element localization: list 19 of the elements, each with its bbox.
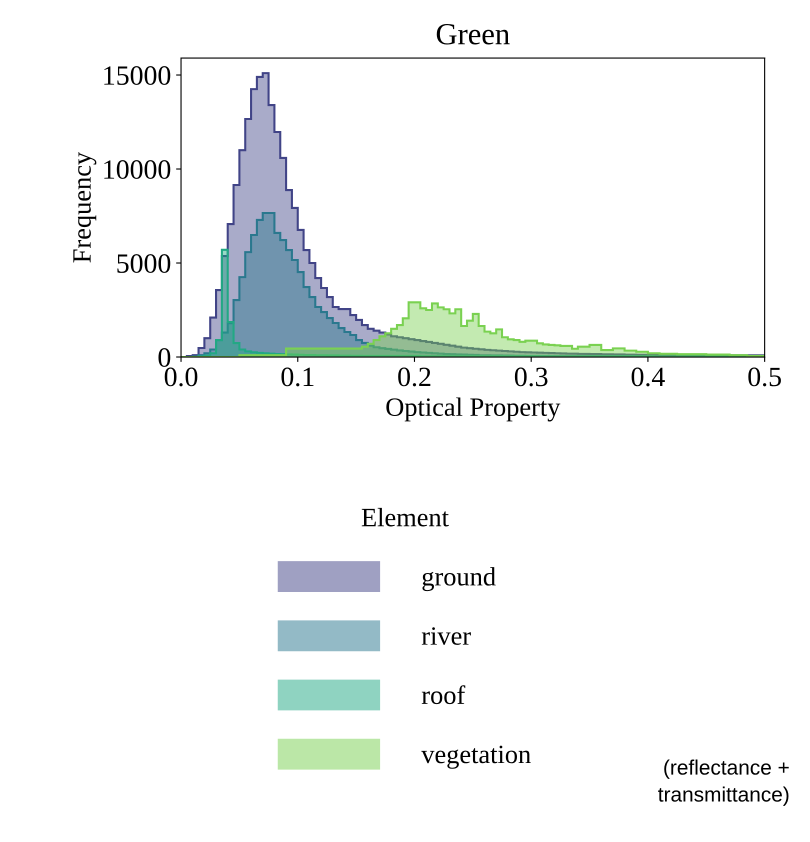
x-tick-label: 0.3 (514, 368, 548, 386)
legend-title: Element (362, 508, 449, 526)
legend-label: ground (422, 567, 496, 592)
legend-label: roof (422, 685, 466, 704)
chart-title: Green (436, 24, 510, 45)
y-tick-label: 5000 (117, 254, 170, 273)
y-tick-label: 0 (158, 348, 170, 367)
legend-label: river (422, 627, 471, 645)
legend-label: vegetation (421, 746, 531, 769)
x-tick-label: 0.1 (281, 368, 314, 386)
x-tick-label: 0.4 (632, 368, 665, 386)
x-tick-label: 0.0 (164, 368, 198, 386)
text: (reflectance + transmittance) (658, 759, 789, 806)
y-tick-label: 15000 (104, 66, 170, 85)
x-tick-label: 0.5 (748, 368, 781, 386)
x-axis-title: Optical Property (386, 397, 560, 422)
y-axis-title: Frequency (73, 152, 96, 262)
x-tick-label: 0.2 (398, 368, 430, 386)
y-tick-label: 10000 (104, 160, 170, 179)
